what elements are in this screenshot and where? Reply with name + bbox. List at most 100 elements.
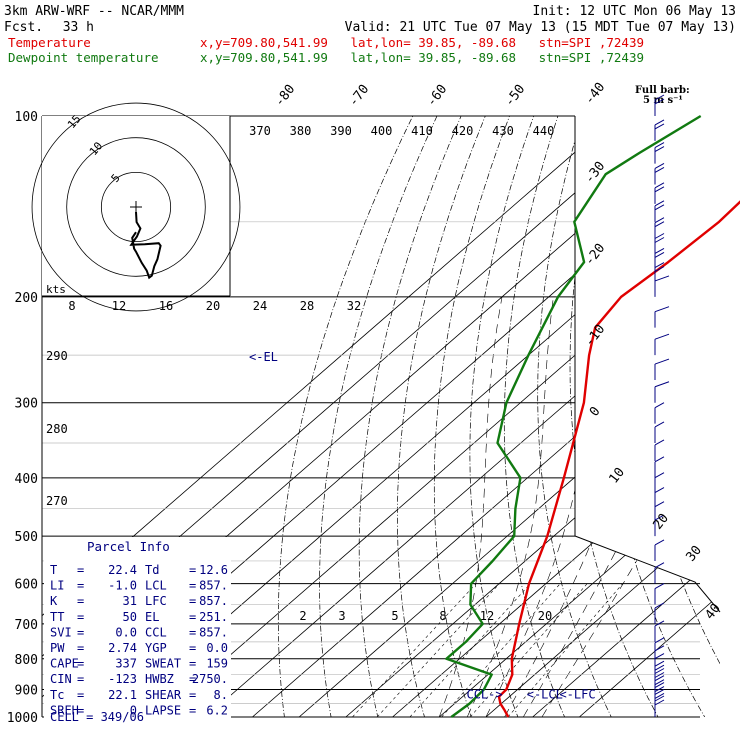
- hodograph-trace: [129, 211, 162, 280]
- wind-barb-flag: [654, 94, 665, 101]
- skewt-grid: [41, 115, 721, 718]
- wind-barb: [654, 514, 665, 537]
- parcel-info-row: K = 31 LFC = 857.: [50, 594, 228, 608]
- speed-tick-label: 24: [253, 299, 267, 313]
- mixing-ratio-tick-label: 8: [439, 609, 446, 623]
- theta-tick-label: 430: [492, 124, 514, 138]
- dry-adiabat-line: [397, 116, 486, 717]
- el-marker: <-EL: [249, 350, 278, 364]
- dry-adiabat-line: [503, 116, 571, 717]
- isotherm-line: [485, 116, 720, 717]
- wind-barb: [654, 119, 665, 141]
- theta-tick-label: 440: [533, 124, 555, 138]
- plot-frame-right: [574, 116, 721, 613]
- parcel-value: 22.1: [108, 688, 137, 702]
- parcel-info-row: PW = 2.74 YGP = 0.0: [50, 641, 228, 655]
- parcel-value: 337: [115, 657, 137, 671]
- parcel-key: YGP: [145, 641, 167, 655]
- speed-tick-label: 12: [112, 299, 126, 313]
- wind-barb: [654, 456, 665, 478]
- pressure-tick-label: 1000: [7, 711, 38, 726]
- isotherm-line: [532, 116, 720, 717]
- theta-tick-label: 370: [249, 124, 271, 138]
- valid-time: Valid: 21 UTC Tue 07 May 13 (15 MDT Tue …: [345, 20, 736, 35]
- barb-legend-title: Full barb:: [635, 85, 690, 96]
- parcel-info-row: SREH= 0 LAPSE = 6.2: [50, 703, 228, 717]
- parcel-key: PW: [50, 641, 65, 655]
- parcel-equals: =: [77, 625, 84, 639]
- parcel-equals: =: [189, 610, 196, 624]
- speed-tick-label: 8: [68, 299, 75, 313]
- wind-barb-flag: [654, 688, 665, 695]
- isotherm-tick-label: 40: [703, 601, 724, 623]
- pressure-tick-label: 400: [15, 472, 38, 487]
- wind-barb-flag: [654, 487, 665, 494]
- parcel-value: 31: [123, 594, 137, 608]
- wind-barb: [654, 217, 665, 239]
- parcel-value: -123: [108, 672, 137, 686]
- parcel-key: LAPSE: [145, 703, 181, 717]
- isotherm-tick-label: -80: [272, 82, 298, 110]
- wind-barb: [654, 306, 670, 328]
- parcel-value: 12.6: [199, 563, 228, 577]
- parcel-value: 50: [123, 610, 137, 624]
- model-title: 3km ARW-WRF -- NCAR/MMM: [4, 4, 184, 19]
- wind-barb: [654, 421, 665, 443]
- wind-barb-flag: [654, 456, 665, 463]
- wind-barb-flag: [654, 653, 665, 660]
- temperature-location: x,y=709.80,541.99 lat,lon= 39.85, -89.68…: [200, 35, 644, 50]
- parcel-equals: =: [77, 703, 84, 717]
- speed-tick-label: 28: [300, 299, 314, 313]
- wind-barb: [654, 381, 670, 403]
- wind-barb: [654, 182, 665, 204]
- parcel-key: LFC: [145, 594, 167, 608]
- wind-barb-flag: [654, 251, 665, 258]
- isotherm-line: [438, 116, 720, 717]
- lcl-marker: <-LCL: [527, 688, 563, 702]
- parcel-key: CIN: [50, 672, 72, 686]
- temperature-legend-label: Temperature: [8, 35, 91, 50]
- wind-barb-flag: [654, 98, 665, 105]
- theta-left-tick-label: 270: [46, 494, 68, 508]
- wind-barb-flag: [654, 514, 665, 521]
- wind-barb-flag: [654, 217, 665, 224]
- wind-barb-flag: [654, 668, 665, 674]
- moist-adiabat-line: [523, 296, 706, 717]
- wind-barb-flag: [654, 402, 665, 409]
- wind-barb-flag: [654, 237, 665, 243]
- wind-barb-flag: [654, 381, 670, 388]
- parcel-key: T: [50, 563, 57, 577]
- wind-barb: [654, 402, 665, 424]
- wind-barb-flag: [654, 699, 665, 706]
- parcel-info-background: [44, 537, 231, 727]
- parcel-value: 6.2: [206, 703, 228, 717]
- isotherm-tick-label: -20: [582, 241, 608, 269]
- mixing-ratio-tick-label: 2: [299, 609, 306, 623]
- parcel-equals: =: [77, 672, 84, 686]
- isotherm-tick-label: 20: [651, 511, 672, 533]
- isotherm-tick-label: 10: [607, 465, 628, 487]
- parcel-info-row: CIN = -123 HWBZ =2750.: [50, 672, 228, 686]
- isotherm-tick-label: -60: [424, 82, 450, 110]
- isotherm-tick-label: -70: [346, 82, 372, 110]
- wind-barb-flag: [654, 204, 665, 211]
- dry-adiabat-line: [358, 116, 462, 717]
- isotherm-tick-label: 30: [684, 543, 705, 565]
- isotherm-tick-label: 0: [587, 404, 604, 419]
- forecast-label: Fcst.: [4, 20, 43, 35]
- theta-left-tick-label: 280: [46, 422, 68, 436]
- speed-tick-label: 20: [206, 299, 220, 313]
- isotherm-line: [42, 116, 617, 717]
- isotherm-tick-label: -40: [582, 80, 608, 108]
- wind-barb-flag: [654, 163, 665, 169]
- theta-tick-label: 420: [452, 124, 474, 138]
- dry-adiabat-line: [631, 116, 720, 717]
- wind-barb: [654, 660, 665, 683]
- mixing-ratio-tick-label: 5: [391, 609, 398, 623]
- dewpoint-location: x,y=709.80,541.99 lat,lon= 39.85, -89.68…: [200, 50, 644, 65]
- speed-tick-label: 16: [159, 299, 173, 313]
- parcel-info-title: Parcel Info: [87, 539, 170, 554]
- forecast-hours: 33 h: [63, 20, 94, 35]
- parcel-equals: =: [77, 688, 84, 702]
